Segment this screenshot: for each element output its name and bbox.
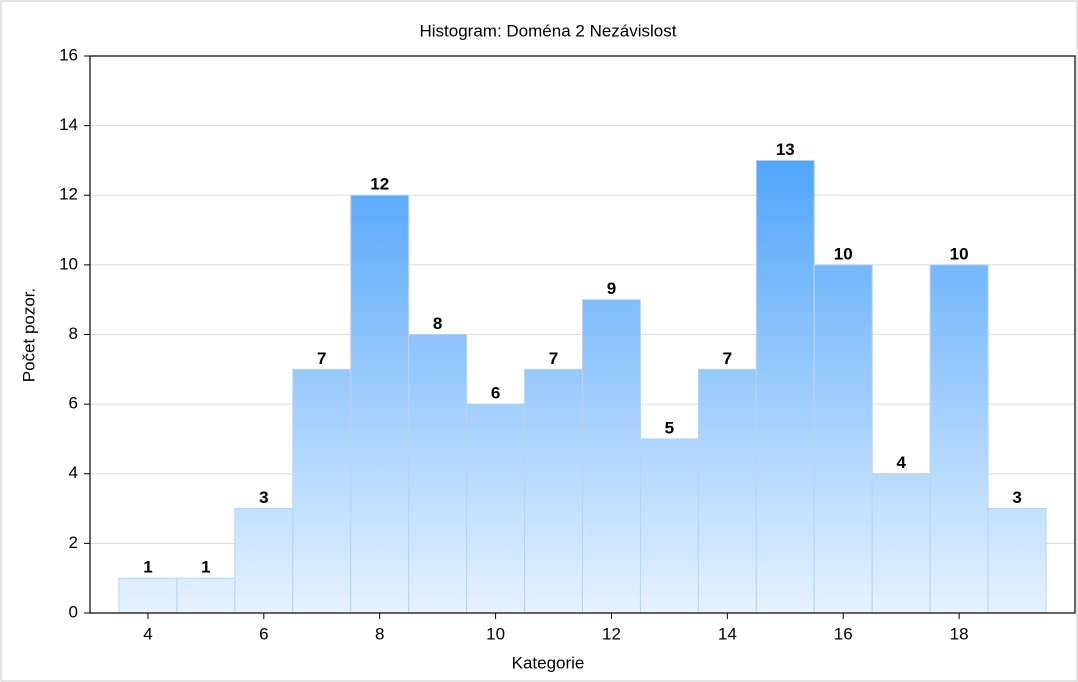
x-tick-label: 12 bbox=[602, 624, 621, 643]
bar bbox=[292, 368, 352, 614]
data-label: 3 bbox=[259, 488, 268, 507]
bar bbox=[929, 264, 989, 614]
y-tick-label: 10 bbox=[59, 254, 78, 273]
y-tick-label: 8 bbox=[69, 324, 78, 343]
data-label: 13 bbox=[776, 140, 795, 159]
bar bbox=[582, 299, 641, 614]
y-tick-label: 0 bbox=[69, 602, 78, 621]
bar bbox=[118, 577, 178, 614]
x-tick-label: 8 bbox=[375, 624, 384, 643]
y-tick-label: 12 bbox=[59, 185, 78, 204]
data-label: 1 bbox=[143, 558, 152, 577]
data-label: 8 bbox=[433, 314, 442, 333]
data-label: 9 bbox=[607, 279, 616, 298]
data-label: 3 bbox=[1012, 488, 1021, 507]
x-tick-label: 10 bbox=[486, 624, 505, 643]
x-tick-label: 14 bbox=[718, 624, 737, 643]
bar bbox=[755, 159, 815, 614]
data-label: 1 bbox=[201, 558, 210, 577]
x-axis-label: Kategorie bbox=[512, 653, 585, 672]
bar bbox=[466, 403, 526, 614]
bar bbox=[697, 368, 757, 614]
x-tick-label: 18 bbox=[950, 624, 969, 643]
bar bbox=[987, 508, 1047, 614]
data-label: 5 bbox=[665, 418, 674, 437]
bar bbox=[639, 438, 699, 614]
bar bbox=[524, 368, 584, 614]
x-tick-label: 16 bbox=[834, 624, 853, 643]
x-tick-label: 6 bbox=[259, 624, 268, 643]
bar bbox=[350, 194, 410, 614]
bar bbox=[176, 577, 236, 614]
y-tick-label: 2 bbox=[69, 533, 78, 552]
data-label: 7 bbox=[317, 349, 326, 368]
data-label: 7 bbox=[549, 349, 558, 368]
y-tick-label: 4 bbox=[69, 463, 78, 482]
x-tick-label: 4 bbox=[143, 624, 152, 643]
y-tick-label: 14 bbox=[59, 115, 78, 134]
data-label: 10 bbox=[950, 244, 969, 263]
data-label: 10 bbox=[834, 244, 853, 263]
bar bbox=[813, 264, 873, 614]
data-label: 4 bbox=[896, 453, 906, 472]
bar bbox=[871, 473, 931, 614]
plot-border bbox=[89, 55, 1076, 614]
y-tick-label: 6 bbox=[69, 394, 78, 413]
y-tick-label: 16 bbox=[59, 45, 78, 64]
chart-title: Histogram: Doména 2 Nezávislost bbox=[420, 21, 677, 40]
data-label: 7 bbox=[723, 349, 732, 368]
data-label: 12 bbox=[370, 175, 389, 194]
data-label: 6 bbox=[491, 384, 500, 403]
y-axis-label: Počet pozor. bbox=[19, 288, 38, 383]
bar bbox=[408, 334, 468, 614]
bar bbox=[234, 508, 294, 614]
